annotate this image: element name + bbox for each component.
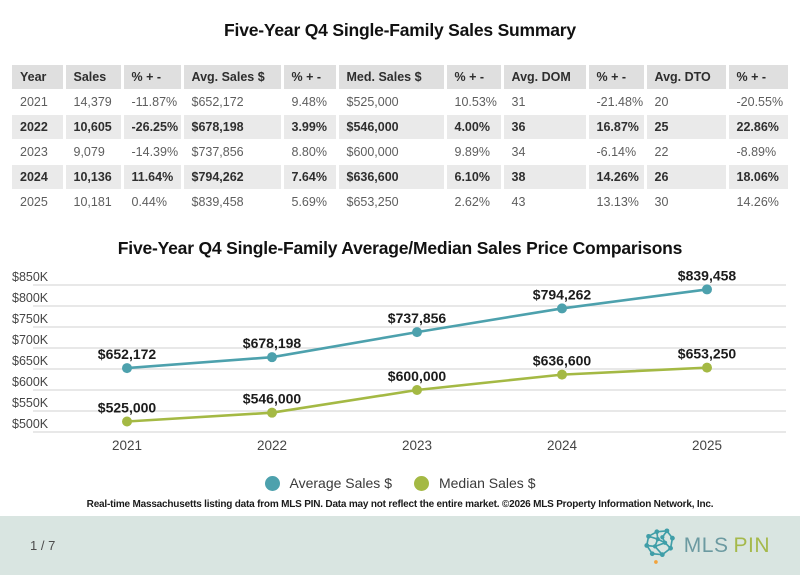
logo-text-pin: PIN (733, 533, 770, 557)
table-row-2021: 2021 14,379 -11.87% $652,172 9.48% $525,… (12, 89, 788, 115)
logo-text: MLS PIN (684, 534, 770, 558)
legend-item-median: Median Sales $ (413, 475, 536, 491)
svg-text:$550K: $550K (12, 396, 49, 410)
svg-text:$600,000: $600,000 (388, 368, 447, 384)
svg-text:2024: 2024 (547, 438, 578, 453)
mls-pin-logo: MLS PIN (644, 527, 770, 564)
legend-label-average: Average Sales $ (289, 475, 392, 491)
col-sales-pct: % + - (120, 64, 182, 90)
col-avg-dom-pct: % + - (585, 64, 645, 90)
svg-text:2023: 2023 (402, 438, 432, 453)
svg-text:$652,172: $652,172 (98, 346, 157, 362)
svg-text:$839,458: $839,458 (678, 267, 737, 283)
svg-text:$600K: $600K (12, 375, 49, 389)
svg-text:2021: 2021 (112, 438, 142, 453)
svg-text:$636,600: $636,600 (533, 353, 592, 369)
col-year: Year (12, 64, 64, 90)
chart-legend: Average Sales $ Median Sales $ (0, 475, 800, 491)
svg-text:$737,856: $737,856 (388, 310, 447, 326)
chart-title: Five-Year Q4 Single-Family Average/Media… (117, 238, 683, 258)
table-header-row: Year Sales % + - Avg. Sales $ % + - Med.… (12, 64, 788, 90)
logo-text-mls: MLS (683, 533, 729, 557)
table-row-2025: 2025 10,181 0.44% $839,458 5.69% $653,25… (12, 189, 788, 214)
legend-item-average: Average Sales $ (264, 475, 392, 491)
svg-text:$525,000: $525,000 (98, 400, 157, 416)
logo-accent-dot (653, 560, 658, 564)
svg-text:$800K: $800K (12, 291, 49, 305)
summary-title: Five-Year Q4 Single-Family Sales Summary (224, 20, 576, 40)
table-row-2024: 2024 10,136 11.64% $794,262 7.64% $636,6… (12, 164, 788, 190)
average-series-dot-icon (264, 475, 280, 491)
table-row-2022: 2022 10,605 -26.25% $678,198 3.99% $546,… (12, 114, 788, 140)
legend-label-median: Median Sales $ (438, 475, 536, 491)
svg-text:$794,262: $794,262 (533, 286, 592, 302)
col-med-sales-pct: % + - (443, 64, 502, 90)
disclaimer-text: Real-time Massachusetts listing data fro… (86, 499, 714, 510)
col-med-sales: Med. Sales $ (335, 64, 445, 90)
svg-text:$546,000: $546,000 (243, 391, 302, 407)
col-avg-sales-pct: % + - (280, 64, 337, 90)
footer-bar: 1 / 7 MLS PIN (0, 516, 800, 575)
svg-text:$650K: $650K (12, 354, 49, 368)
col-avg-sales: Avg. Sales $ (180, 64, 282, 90)
summary-table: Year Sales % + - Avg. Sales $ % + - Med.… (12, 64, 788, 214)
svg-text:$678,198: $678,198 (243, 335, 302, 351)
price-chart: $850K $800K $750K $700K $650K $600K $550K $500K… (12, 267, 786, 453)
svg-text:2022: 2022 (257, 438, 287, 453)
svg-text:$500K: $500K (12, 417, 49, 431)
col-avg-dom: Avg. DOM (500, 64, 587, 90)
col-avg-dto-pct: % + - (725, 64, 788, 90)
page-indicator: 1 / 7 (30, 538, 56, 553)
svg-text:$750K: $750K (12, 312, 49, 326)
svg-text:$653,250: $653,250 (678, 346, 737, 362)
svg-text:2025: 2025 (692, 438, 722, 453)
svg-text:$850K: $850K (12, 270, 49, 284)
col-sales: Sales (62, 64, 122, 90)
median-series-dot-icon (413, 475, 429, 491)
table-row-2023: 2023 9,079 -14.39% $737,856 8.80% $600,0… (12, 139, 788, 165)
col-avg-dto: Avg. DTO (643, 64, 727, 90)
mls-pin-knot-icon (644, 528, 675, 564)
svg-text:$700K: $700K (12, 333, 49, 347)
